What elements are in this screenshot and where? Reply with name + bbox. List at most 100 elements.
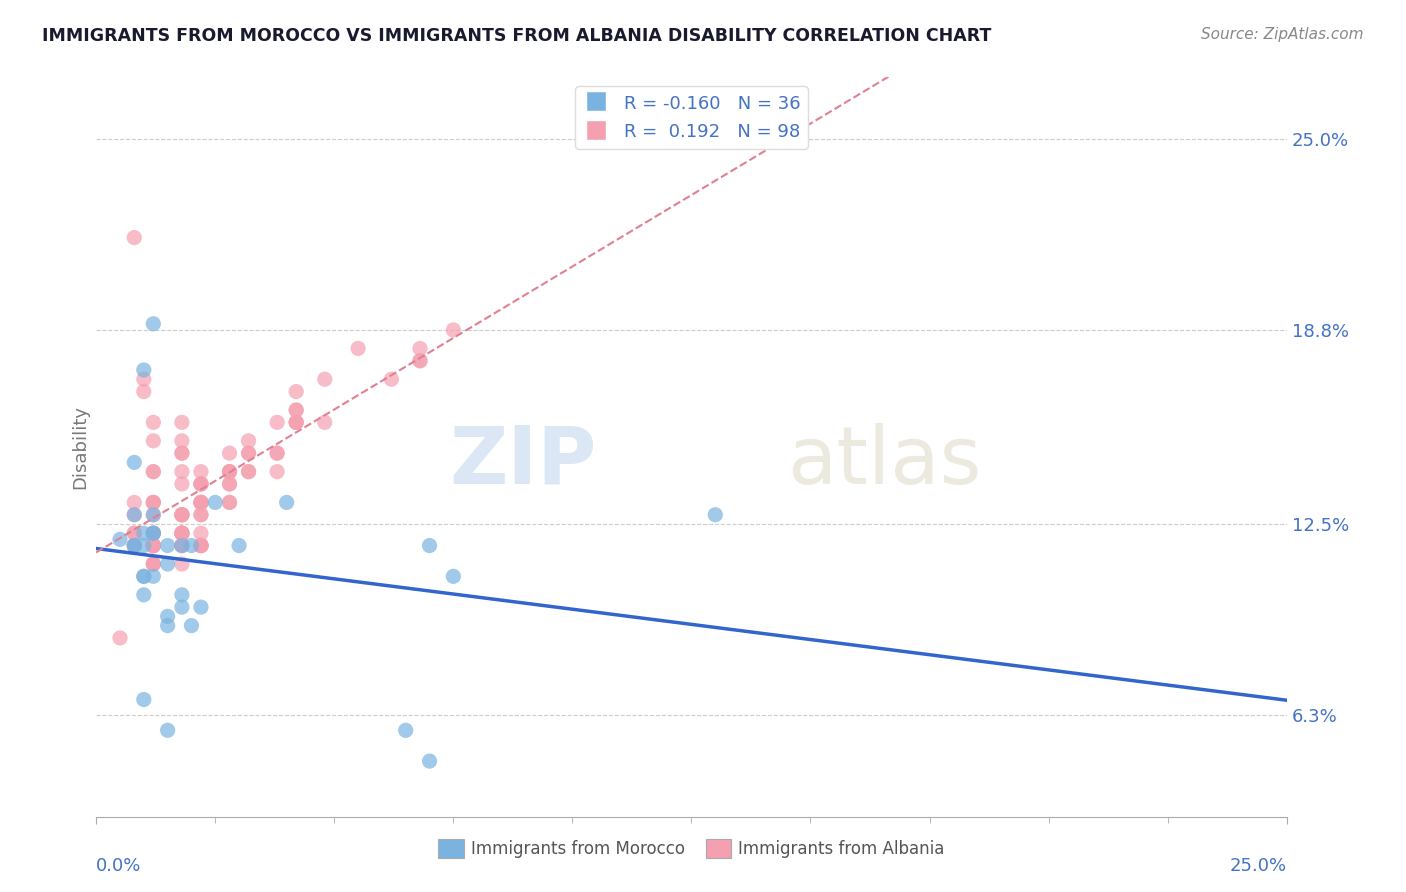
Text: 25.0%: 25.0% — [1230, 856, 1286, 875]
Point — [285, 415, 308, 429]
Point — [190, 495, 212, 509]
Point — [124, 508, 146, 522]
Point — [156, 618, 179, 632]
Point — [380, 372, 402, 386]
Point — [142, 557, 165, 571]
Point — [170, 434, 193, 448]
Point — [124, 539, 146, 553]
Point — [285, 415, 308, 429]
Point — [170, 415, 193, 429]
Point — [347, 342, 370, 356]
Point — [142, 508, 165, 522]
Point — [218, 446, 240, 460]
Point — [266, 446, 288, 460]
Point — [170, 539, 193, 553]
Point — [238, 446, 260, 460]
Point — [190, 508, 212, 522]
Point — [142, 317, 165, 331]
Point — [170, 465, 193, 479]
Text: IMMIGRANTS FROM MOROCCO VS IMMIGRANTS FROM ALBANIA DISABILITY CORRELATION CHART: IMMIGRANTS FROM MOROCCO VS IMMIGRANTS FR… — [42, 27, 991, 45]
Point — [190, 495, 212, 509]
Point — [285, 403, 308, 417]
Point — [418, 539, 440, 553]
Point — [218, 477, 240, 491]
Point — [285, 403, 308, 417]
Point — [108, 533, 131, 547]
Point — [156, 609, 179, 624]
Point — [441, 569, 464, 583]
Point — [238, 465, 260, 479]
Point — [124, 230, 146, 244]
Point — [218, 495, 240, 509]
Point — [142, 526, 165, 541]
Point — [142, 539, 165, 553]
Point — [108, 631, 131, 645]
Point — [704, 508, 727, 522]
Point — [314, 415, 336, 429]
Point — [142, 526, 165, 541]
Point — [190, 477, 212, 491]
Point — [418, 754, 440, 768]
Point — [276, 495, 298, 509]
Point — [124, 539, 146, 553]
Point — [170, 508, 193, 522]
Point — [142, 539, 165, 553]
Point — [124, 495, 146, 509]
Point — [190, 495, 212, 509]
Point — [285, 384, 308, 399]
Point — [228, 539, 250, 553]
Point — [142, 495, 165, 509]
Point — [142, 526, 165, 541]
Point — [170, 508, 193, 522]
Point — [190, 495, 212, 509]
Point — [132, 363, 155, 377]
Point — [124, 539, 146, 553]
Point — [156, 557, 179, 571]
Point — [132, 526, 155, 541]
Point — [180, 618, 202, 632]
Point — [124, 455, 146, 469]
Point — [395, 723, 418, 738]
Point — [170, 539, 193, 553]
Point — [124, 526, 146, 541]
Point — [142, 434, 165, 448]
Point — [142, 415, 165, 429]
Point — [124, 539, 146, 553]
Point — [190, 477, 212, 491]
Point — [142, 539, 165, 553]
Point — [132, 569, 155, 583]
Point — [218, 465, 240, 479]
Point — [142, 526, 165, 541]
Point — [409, 342, 432, 356]
Point — [132, 588, 155, 602]
Point — [132, 539, 155, 553]
Point — [266, 415, 288, 429]
Point — [142, 495, 165, 509]
Point — [170, 526, 193, 541]
Point — [180, 539, 202, 553]
Point — [170, 526, 193, 541]
Point — [142, 495, 165, 509]
Point — [238, 446, 260, 460]
Point — [170, 526, 193, 541]
Text: Immigrants from Morocco: Immigrants from Morocco — [471, 839, 685, 857]
Point — [170, 526, 193, 541]
Point — [170, 526, 193, 541]
Point — [142, 539, 165, 553]
Point — [409, 353, 432, 368]
Point — [170, 588, 193, 602]
Point — [124, 508, 146, 522]
Text: 0.0%: 0.0% — [96, 856, 142, 875]
Point — [170, 539, 193, 553]
Point — [190, 508, 212, 522]
Point — [142, 557, 165, 571]
Point — [170, 508, 193, 522]
Text: ZIP: ZIP — [449, 423, 596, 500]
Point — [170, 446, 193, 460]
Point — [285, 415, 308, 429]
Point — [190, 539, 212, 553]
Point — [142, 569, 165, 583]
Point — [132, 384, 155, 399]
Point — [409, 353, 432, 368]
Point — [266, 465, 288, 479]
